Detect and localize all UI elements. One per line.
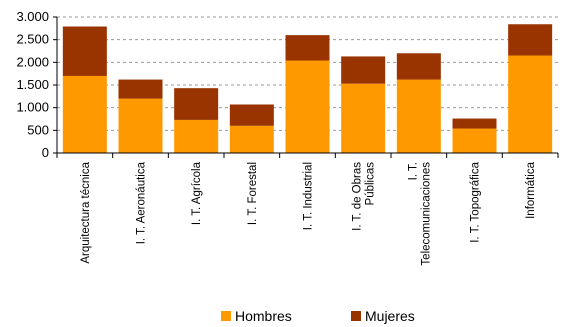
bar-hombres (285, 60, 330, 153)
legend-label-hombres: Hombres (235, 308, 292, 324)
bar-mujeres (229, 104, 274, 126)
bar-hombres (341, 83, 386, 153)
legend-swatch-mujeres (351, 311, 361, 321)
x-category-label: I. T. Agrícola (191, 161, 203, 225)
bar-mujeres (285, 35, 330, 61)
y-tick-label: 2.000 (16, 54, 49, 69)
bar-hombres (118, 98, 163, 153)
x-category-label: Informática (525, 161, 537, 218)
bar-mujeres (508, 24, 553, 56)
y-tick-label: 1.500 (16, 77, 49, 92)
y-tick-label: 1.000 (16, 100, 49, 115)
bar-hombres (508, 55, 553, 153)
axes (53, 16, 559, 158)
bar-mujeres (341, 56, 386, 84)
x-category-labels: Arquitectura técnica I. T. Aeronáutica I. … (80, 161, 537, 265)
bar-mujeres (396, 53, 441, 80)
y-tick-label: 2.500 (16, 32, 49, 47)
y-tick-label: 0 (42, 145, 49, 160)
y-tick-label: 3.000 (16, 9, 49, 24)
bar-hombres (62, 75, 107, 153)
bar-hombres (396, 79, 441, 153)
x-category-label: Arquitectura técnica (80, 161, 92, 263)
bar-mujeres (118, 79, 163, 99)
x-category-label: I. T.Telecomunicaciones (407, 162, 432, 266)
legend-label-mujeres: Mujeres (365, 308, 415, 324)
x-category-label: I. T. Aeronáutica (136, 161, 148, 244)
bar-mujeres (452, 118, 497, 129)
y-tick-label: 500 (27, 122, 49, 137)
bar-hombres (174, 119, 219, 153)
bar-mujeres (62, 26, 107, 76)
x-category-label: I. T. Industrial (303, 162, 315, 230)
x-category-label: I. T. de ObrasPúblicas (352, 162, 377, 231)
legend-swatch-hombres (221, 311, 231, 321)
bar-hombres (229, 125, 274, 153)
bars (62, 24, 553, 153)
x-category-label: I. T. Forestal (247, 162, 259, 225)
legend: Hombres Mujeres (221, 308, 415, 324)
bar-hombres (452, 128, 497, 153)
y-tick-labels: 0 500 1.000 1.500 2.000 2.500 3.000 (16, 9, 49, 160)
x-category-label: I. T. Topográfica (470, 161, 482, 242)
bar-mujeres (174, 88, 219, 120)
